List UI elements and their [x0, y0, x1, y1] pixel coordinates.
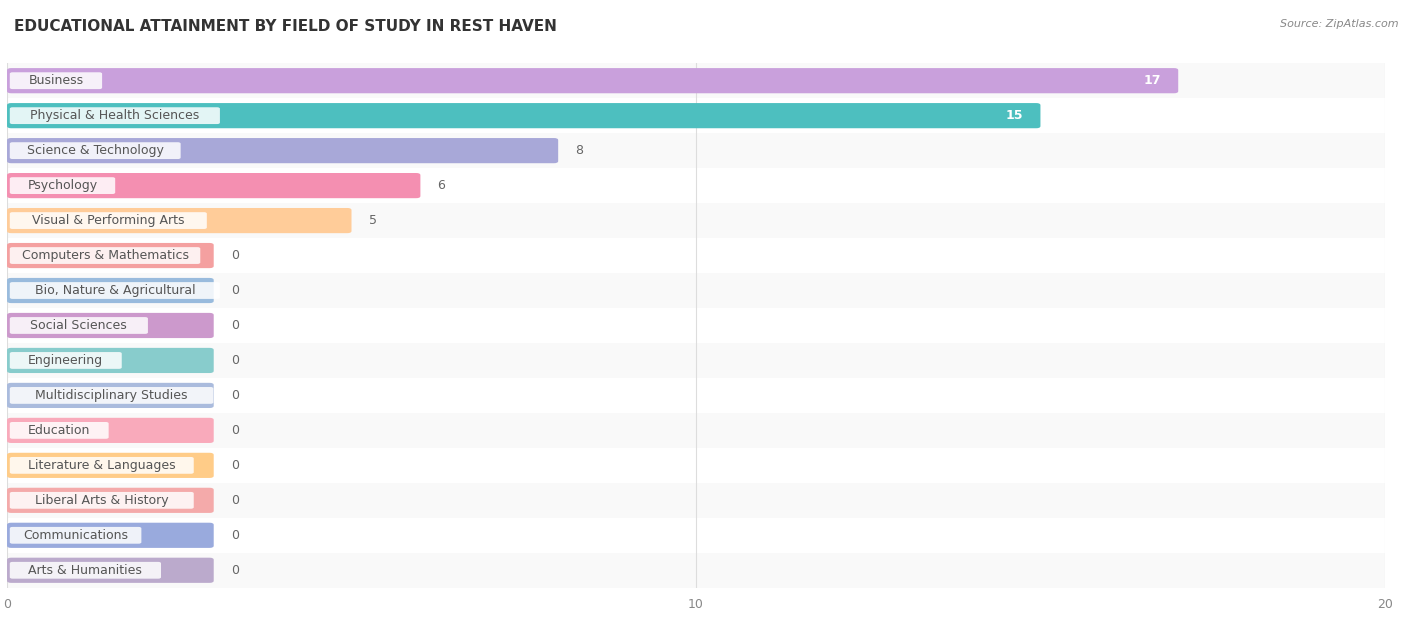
FancyBboxPatch shape — [7, 418, 214, 443]
Text: Psychology: Psychology — [28, 179, 97, 192]
Text: 0: 0 — [231, 529, 239, 542]
Text: 0: 0 — [231, 319, 239, 332]
FancyBboxPatch shape — [7, 103, 1040, 128]
FancyBboxPatch shape — [10, 317, 148, 334]
Text: Arts & Humanities: Arts & Humanities — [28, 564, 142, 577]
FancyBboxPatch shape — [10, 142, 180, 159]
Text: 0: 0 — [231, 459, 239, 472]
Text: 0: 0 — [231, 424, 239, 437]
Text: Bio, Nature & Agricultural: Bio, Nature & Agricultural — [35, 284, 195, 297]
FancyBboxPatch shape — [7, 383, 214, 408]
FancyBboxPatch shape — [10, 352, 122, 369]
FancyBboxPatch shape — [10, 177, 115, 194]
Bar — [7, 518, 1385, 553]
Text: 0: 0 — [231, 564, 239, 577]
FancyBboxPatch shape — [10, 562, 162, 579]
Text: Education: Education — [28, 424, 90, 437]
FancyBboxPatch shape — [10, 457, 194, 474]
FancyBboxPatch shape — [7, 523, 214, 548]
Text: Communications: Communications — [22, 529, 128, 542]
FancyBboxPatch shape — [7, 243, 214, 268]
FancyBboxPatch shape — [10, 72, 103, 89]
Bar — [7, 413, 1385, 448]
FancyBboxPatch shape — [10, 387, 214, 404]
Text: 0: 0 — [231, 249, 239, 262]
FancyBboxPatch shape — [7, 208, 351, 233]
Text: 0: 0 — [231, 284, 239, 297]
Bar — [7, 63, 1385, 98]
Text: 8: 8 — [575, 144, 583, 157]
Bar — [7, 378, 1385, 413]
Text: 0: 0 — [231, 494, 239, 507]
FancyBboxPatch shape — [7, 138, 558, 163]
Bar — [7, 308, 1385, 343]
FancyBboxPatch shape — [10, 282, 219, 299]
Bar — [7, 238, 1385, 273]
Bar — [7, 98, 1385, 133]
Text: Business: Business — [28, 74, 83, 87]
FancyBboxPatch shape — [7, 453, 214, 478]
FancyBboxPatch shape — [7, 488, 214, 513]
Bar — [7, 168, 1385, 203]
Text: EDUCATIONAL ATTAINMENT BY FIELD OF STUDY IN REST HAVEN: EDUCATIONAL ATTAINMENT BY FIELD OF STUDY… — [14, 19, 557, 34]
FancyBboxPatch shape — [7, 313, 214, 338]
FancyBboxPatch shape — [10, 107, 219, 124]
FancyBboxPatch shape — [7, 68, 1178, 94]
FancyBboxPatch shape — [10, 212, 207, 229]
Text: 15: 15 — [1005, 109, 1024, 122]
Text: 5: 5 — [368, 214, 377, 227]
Text: Visual & Performing Arts: Visual & Performing Arts — [32, 214, 184, 227]
Text: Physical & Health Sciences: Physical & Health Sciences — [30, 109, 200, 122]
Bar — [7, 203, 1385, 238]
Text: Science & Technology: Science & Technology — [27, 144, 163, 157]
Bar — [7, 133, 1385, 168]
Text: 0: 0 — [231, 389, 239, 402]
Text: Computers & Mathematics: Computers & Mathematics — [21, 249, 188, 262]
FancyBboxPatch shape — [7, 557, 214, 583]
FancyBboxPatch shape — [10, 422, 108, 439]
Bar — [7, 483, 1385, 518]
Bar — [7, 553, 1385, 588]
FancyBboxPatch shape — [10, 492, 194, 509]
Bar — [7, 343, 1385, 378]
FancyBboxPatch shape — [10, 527, 142, 544]
Text: 0: 0 — [231, 354, 239, 367]
Text: Engineering: Engineering — [28, 354, 103, 367]
Text: Multidisciplinary Studies: Multidisciplinary Studies — [35, 389, 188, 402]
Bar — [7, 448, 1385, 483]
Text: 6: 6 — [437, 179, 446, 192]
Text: Liberal Arts & History: Liberal Arts & History — [35, 494, 169, 507]
Bar — [7, 273, 1385, 308]
Text: Source: ZipAtlas.com: Source: ZipAtlas.com — [1281, 19, 1399, 29]
FancyBboxPatch shape — [7, 348, 214, 373]
FancyBboxPatch shape — [7, 278, 214, 303]
Text: Literature & Languages: Literature & Languages — [28, 459, 176, 472]
FancyBboxPatch shape — [10, 247, 200, 264]
FancyBboxPatch shape — [7, 173, 420, 198]
Text: Social Sciences: Social Sciences — [31, 319, 127, 332]
Text: 17: 17 — [1143, 74, 1161, 87]
